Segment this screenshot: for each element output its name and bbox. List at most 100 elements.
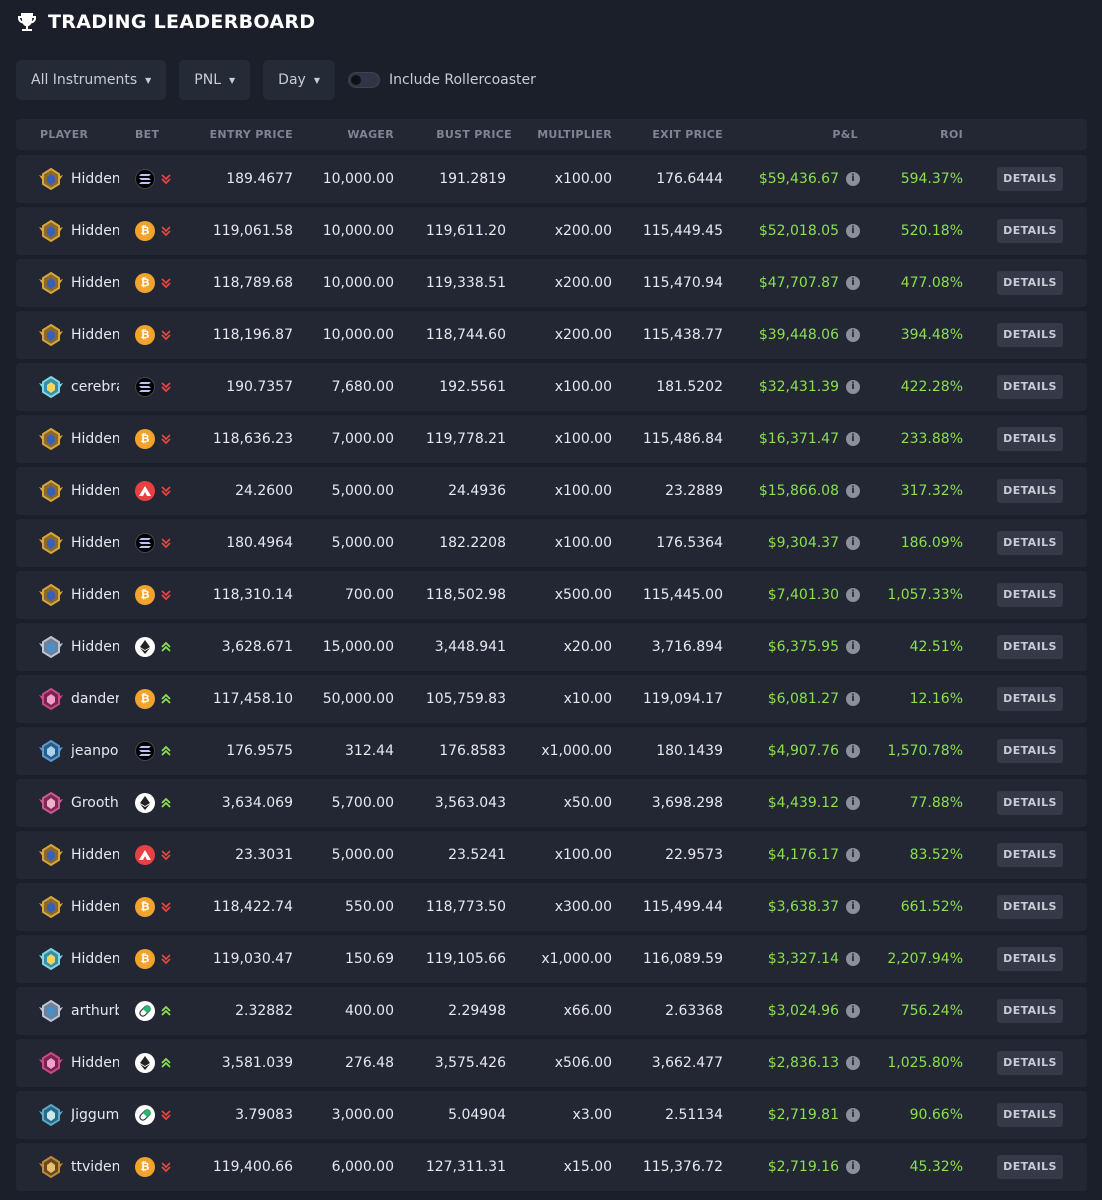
player-cell[interactable]: ttvident <box>38 1143 138 1191</box>
details-button[interactable]: DETAILS <box>997 739 1063 763</box>
player-cell[interactable]: Hidden <box>38 1039 138 1087</box>
player-cell[interactable]: Hidden <box>38 623 138 671</box>
info-icon[interactable]: i <box>846 796 860 810</box>
exit-price: 176.5364 <box>656 535 723 551</box>
details-button[interactable]: DETAILS <box>997 375 1063 399</box>
info-icon[interactable]: i <box>846 224 860 238</box>
details-button[interactable]: DETAILS <box>997 1155 1063 1179</box>
player-cell[interactable]: Hidden <box>38 415 138 463</box>
multiplier: x100.00 <box>554 483 612 499</box>
details-button[interactable]: DETAILS <box>997 999 1063 1023</box>
details-button[interactable]: DETAILS <box>997 1051 1063 1075</box>
info-icon[interactable]: i <box>846 1004 860 1018</box>
details-button[interactable]: DETAILS <box>997 947 1063 971</box>
player-cell[interactable]: Hidden <box>38 207 138 255</box>
player-cell[interactable]: cerebra <box>38 363 138 411</box>
player-cell[interactable]: danders <box>38 675 138 723</box>
details-button[interactable]: DETAILS <box>997 271 1063 295</box>
pnl-cell: $7,401.30 i <box>736 571 860 619</box>
bust-price: 119,611.20 <box>425 223 506 239</box>
details-button[interactable]: DETAILS <box>997 1103 1063 1127</box>
pnl-cell: $3,638.37 i <box>736 883 860 931</box>
info-icon[interactable]: i <box>846 276 860 290</box>
instrument-dropdown[interactable]: All Instruments ▼ <box>16 60 167 100</box>
roi-value: 45.32% <box>909 1159 963 1175</box>
info-icon[interactable]: i <box>846 328 860 342</box>
wager: 10,000.00 <box>322 223 394 239</box>
info-icon[interactable]: i <box>846 640 860 654</box>
bet-cell <box>135 467 179 515</box>
pnl-cell: $16,371.47 i <box>736 415 860 463</box>
info-icon[interactable]: i <box>846 900 860 914</box>
bet-cell: ₿ <box>135 207 179 255</box>
info-icon[interactable]: i <box>846 588 860 602</box>
entry-price: 119,061.58 <box>212 223 293 239</box>
pnl-cell: $32,431.39 i <box>736 363 860 411</box>
bet-cell: ₿ <box>135 883 179 931</box>
details-button[interactable]: DETAILS <box>997 427 1063 451</box>
table-row: ttvident ₿ 119,400.66 6,000.00 127,311.31 x15… <box>16 1143 1087 1191</box>
details-button[interactable]: DETAILS <box>997 635 1063 659</box>
info-icon[interactable]: i <box>846 1056 860 1070</box>
details-button[interactable]: DETAILS <box>997 323 1063 347</box>
table-row: Hidden 3,628.671 15,000.00 3,448.941 x20.00 3… <box>16 623 1087 671</box>
roi-value: 422.28% <box>900 379 963 395</box>
wager: 5,000.00 <box>331 483 394 499</box>
pnl-value: $16,371.47 <box>758 431 839 447</box>
metric-dropdown[interactable]: PNL ▼ <box>179 60 251 100</box>
player-cell[interactable]: Hidden <box>38 935 138 983</box>
info-icon[interactable]: i <box>846 692 860 706</box>
wager: 312.44 <box>345 743 394 759</box>
period-dropdown[interactable]: Day ▼ <box>263 60 335 100</box>
details-button[interactable]: DETAILS <box>997 167 1063 191</box>
info-icon[interactable]: i <box>846 1160 860 1174</box>
info-icon[interactable]: i <box>846 1108 860 1122</box>
bet-cell <box>135 1091 179 1139</box>
multiplier: x10.00 <box>563 691 612 707</box>
bust-price: 182.2208 <box>439 535 506 551</box>
pnl-value: $52,018.05 <box>758 223 839 239</box>
bet-cell: ₿ <box>135 415 179 463</box>
player-cell[interactable]: Hidden <box>38 883 138 931</box>
wager: 700.00 <box>345 587 394 603</box>
player-cell[interactable]: Hidden <box>38 519 138 567</box>
info-icon[interactable]: i <box>846 432 860 446</box>
player-cell[interactable]: Hidden <box>38 259 138 307</box>
rank-badge-icon <box>38 530 64 556</box>
info-icon[interactable]: i <box>846 172 860 186</box>
column-header-pnl: P&L <box>832 128 858 141</box>
multiplier: x200.00 <box>554 275 612 291</box>
btc-coin-icon: ₿ <box>135 429 155 449</box>
bust-price: 176.8583 <box>439 743 506 759</box>
details-button[interactable]: DETAILS <box>997 843 1063 867</box>
player-cell[interactable]: Hidden <box>38 831 138 879</box>
player-cell[interactable]: arthurb <box>38 987 138 1035</box>
player-cell[interactable]: Hidden <box>38 155 138 203</box>
details-button[interactable]: DETAILS <box>997 687 1063 711</box>
details-button[interactable]: DETAILS <box>997 895 1063 919</box>
player-cell[interactable]: Jiggum <box>38 1091 138 1139</box>
details-button[interactable]: DETAILS <box>997 219 1063 243</box>
player-cell[interactable]: Hidden <box>38 311 138 359</box>
info-icon[interactable]: i <box>846 952 860 966</box>
rollercoaster-toggle[interactable] <box>347 72 380 88</box>
bet-cell: ₿ <box>135 1143 179 1191</box>
info-icon[interactable]: i <box>846 484 860 498</box>
rank-badge-icon <box>38 166 64 192</box>
info-icon[interactable]: i <box>846 536 860 550</box>
info-icon[interactable]: i <box>846 744 860 758</box>
player-cell[interactable]: Groothe <box>38 779 138 827</box>
entry-price: 180.4964 <box>226 535 293 551</box>
player-cell[interactable]: Hidden <box>38 467 138 515</box>
player-cell[interactable]: Hidden <box>38 571 138 619</box>
details-button[interactable]: DETAILS <box>997 791 1063 815</box>
details-button[interactable]: DETAILS <box>997 583 1063 607</box>
player-cell[interactable]: jeanpol <box>38 727 138 775</box>
long-arrow-icon <box>161 641 171 653</box>
details-button[interactable]: DETAILS <box>997 531 1063 555</box>
info-icon[interactable]: i <box>846 848 860 862</box>
bet-cell <box>135 727 179 775</box>
info-icon[interactable]: i <box>846 380 860 394</box>
details-button[interactable]: DETAILS <box>997 479 1063 503</box>
exit-price: 23.2889 <box>665 483 723 499</box>
